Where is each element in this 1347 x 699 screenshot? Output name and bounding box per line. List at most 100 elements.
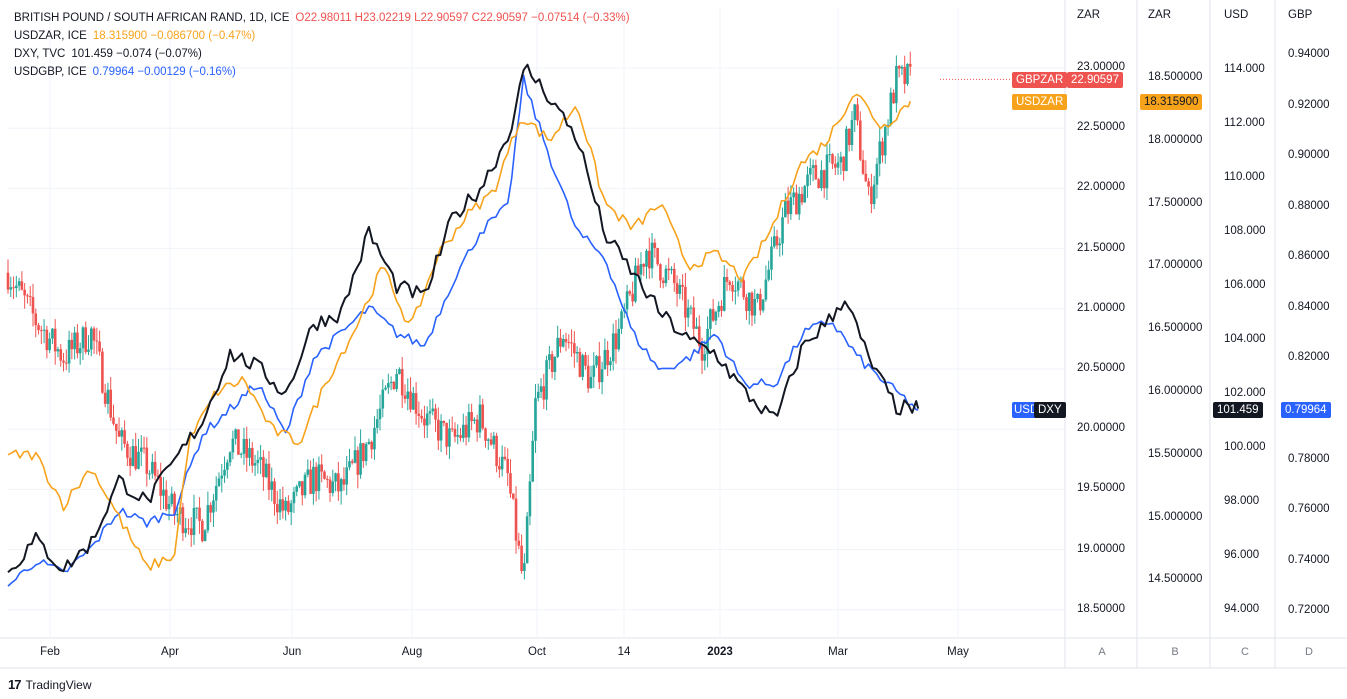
gbpzar-candle bbox=[506, 458, 510, 474]
gbpzar-candle bbox=[811, 165, 815, 168]
gbpzar-candle bbox=[642, 264, 646, 267]
gbpzar-candle bbox=[839, 156, 843, 163]
gbpzar-candle bbox=[542, 386, 546, 400]
scale-b-tick: 17.000000 bbox=[1148, 259, 1203, 272]
gbpzar-candle bbox=[323, 471, 326, 479]
gbpzar-candle bbox=[156, 475, 160, 477]
gbpzar-candle bbox=[337, 473, 340, 492]
legend-row-usdzar[interactable]: USDZAR, ICE 18.315900 −0.086700 (−0.47%) bbox=[14, 30, 256, 42]
gbpzar-candle bbox=[303, 474, 307, 496]
gbpzar-candle bbox=[511, 493, 515, 499]
gbpzar-candle bbox=[381, 389, 385, 409]
gbpzar-candle bbox=[395, 373, 398, 389]
gbpzar-candle bbox=[217, 478, 221, 486]
scale-d-tick: 0.88000 bbox=[1288, 199, 1330, 212]
gbpzar-candle bbox=[273, 481, 276, 505]
gbpzar-candle bbox=[878, 141, 882, 164]
gbpzar-candle bbox=[309, 469, 312, 494]
gbpzar-candle bbox=[578, 351, 582, 377]
gbpzar-candle bbox=[170, 493, 174, 504]
gbpzar-candle bbox=[867, 181, 870, 187]
gbpzar-candle bbox=[189, 528, 193, 536]
gbpzar-candle bbox=[678, 284, 682, 294]
gbpzar-candle bbox=[34, 313, 38, 326]
gbpzar-candle bbox=[406, 391, 410, 399]
gbpzar-candle bbox=[353, 450, 357, 463]
gbpzar-candle bbox=[139, 447, 143, 452]
gbpzar-candle bbox=[625, 291, 629, 310]
scale-d-unit: GBP bbox=[1288, 9, 1313, 21]
gbpzar-candle bbox=[120, 430, 124, 437]
gbpzar-candle bbox=[423, 418, 426, 426]
scale-c-tick: 98.000 bbox=[1224, 495, 1260, 507]
gbpzar-candle bbox=[434, 408, 437, 420]
gbpzar-candle bbox=[131, 446, 135, 466]
legend-row-dxy[interactable]: DXY, TVC 101.459 −0.074 (−0.07%) bbox=[14, 48, 202, 60]
dxy-line bbox=[7, 63, 920, 573]
gbpzar-candle bbox=[384, 387, 387, 390]
gbpzar-candle bbox=[167, 503, 171, 510]
gbpzar-candle bbox=[267, 463, 271, 490]
gbpzar-candle bbox=[514, 498, 518, 541]
gbpzar-candle bbox=[645, 250, 648, 267]
scale-b-tick: 15.000000 bbox=[1148, 510, 1203, 523]
gbpzar-candle bbox=[575, 351, 579, 354]
usdzar-line bbox=[7, 93, 912, 571]
gbpzar-candle bbox=[742, 280, 745, 298]
gbpzar-candle bbox=[214, 485, 218, 501]
gbpzar-candle bbox=[317, 464, 321, 492]
gbpzar-candle bbox=[759, 293, 762, 311]
scale-a-tick: 19.50000 bbox=[1077, 482, 1125, 495]
tradingview-logo-text: TradingView bbox=[25, 677, 92, 692]
scale-button-c[interactable]: C bbox=[1241, 646, 1249, 658]
gbpzar-candle bbox=[453, 428, 457, 437]
scale-button-d[interactable]: D bbox=[1305, 646, 1313, 658]
x-tick-label: Feb bbox=[40, 646, 60, 658]
gbpzar-candle bbox=[428, 411, 432, 414]
scale-b-tick: 18.500000 bbox=[1148, 71, 1203, 83]
scale-c-tick: 100.000 bbox=[1224, 441, 1266, 453]
gbpzar-candle bbox=[445, 422, 448, 447]
gbpzar-candle bbox=[378, 408, 382, 420]
gbpzar-candle bbox=[725, 276, 729, 282]
gbpzar-candle bbox=[237, 429, 240, 455]
gbpzar-candle bbox=[770, 246, 773, 270]
gbpzar-candle bbox=[478, 404, 482, 433]
gbpzar-candle bbox=[809, 167, 812, 175]
gbpzar-candle bbox=[76, 332, 79, 354]
scale-button-a[interactable]: A bbox=[1098, 646, 1106, 658]
legend-row-gbpzar[interactable]: BRITISH POUND / SOUTH AFRICAN RAND, 1D, … bbox=[14, 12, 630, 24]
gbpzar-candle bbox=[525, 516, 529, 564]
scale-c-unit: USD bbox=[1224, 9, 1249, 21]
gbpzar-candle bbox=[339, 479, 343, 492]
scale-d-tick: 0.84000 bbox=[1288, 300, 1330, 313]
gbpzar-candle bbox=[817, 179, 820, 189]
gbpzar-candle bbox=[106, 389, 110, 404]
gbpzar-candle bbox=[464, 424, 468, 438]
gbpzar-candle bbox=[631, 293, 634, 302]
gbpzar-candle bbox=[51, 328, 54, 339]
scale-button-b[interactable]: B bbox=[1171, 646, 1179, 658]
gbpzar-candle bbox=[486, 439, 490, 441]
gbpzar-candle bbox=[556, 337, 559, 357]
gbpzar-candle bbox=[822, 170, 826, 189]
legend-row-usdgbp[interactable]: USDGBP, ICE 0.79964 −0.00129 (−0.16%) bbox=[14, 66, 236, 78]
gbpzar-candle bbox=[548, 354, 551, 361]
gbpzar-candle bbox=[895, 65, 898, 104]
gbpzar-candle bbox=[59, 349, 63, 361]
scale-c-tick: 96.000 bbox=[1224, 549, 1260, 561]
gbpzar-candle bbox=[672, 268, 676, 284]
gbpzar-candle bbox=[103, 392, 107, 404]
gbpzar-candle bbox=[148, 473, 151, 475]
gbpzar-candle bbox=[223, 469, 226, 476]
gbpzar-candle bbox=[636, 265, 640, 275]
gbpzar-candle bbox=[78, 348, 82, 354]
scale-c-tick: 104.000 bbox=[1224, 333, 1266, 345]
scale-b-tick: 16.500000 bbox=[1148, 322, 1203, 335]
scale-c-tick: 114.000 bbox=[1224, 63, 1265, 75]
gbpzar-candle bbox=[20, 281, 24, 290]
gbpzar-candle bbox=[639, 264, 643, 275]
gbpzar-candle bbox=[861, 159, 865, 174]
tradingview-logo[interactable]: 17 TradingView bbox=[8, 677, 92, 692]
